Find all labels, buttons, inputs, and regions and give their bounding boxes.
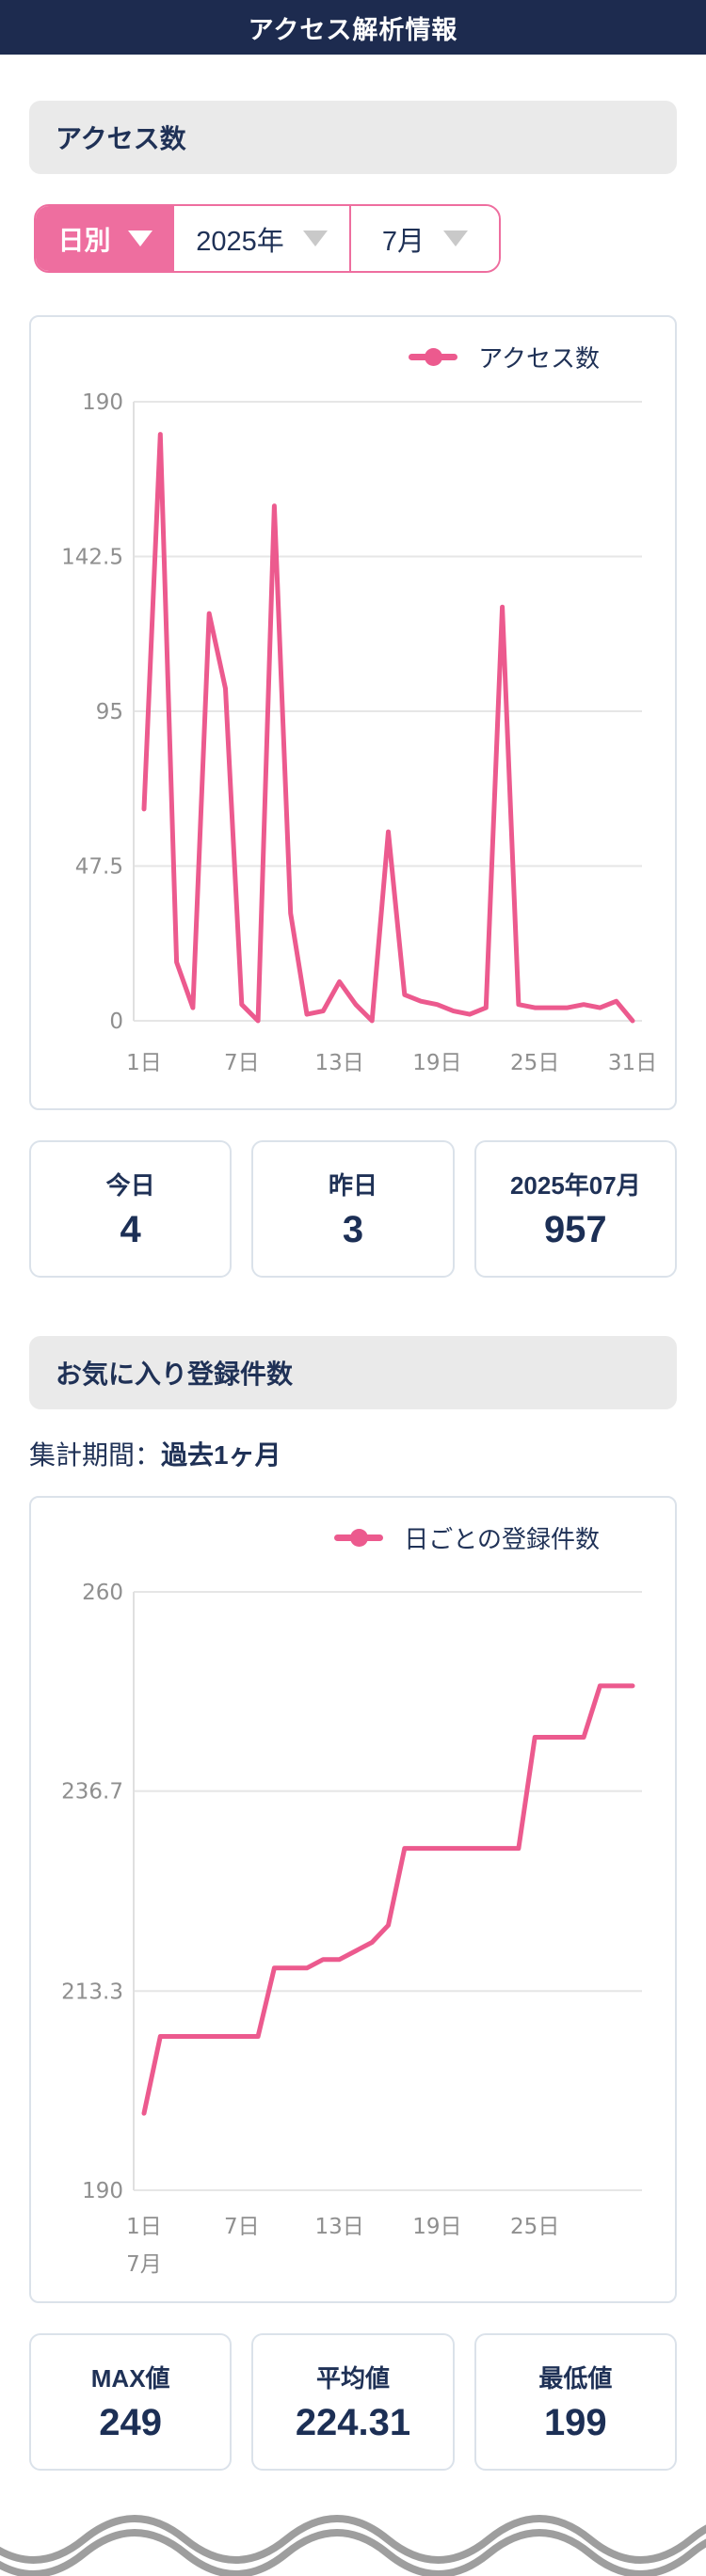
wave-line-bottom: [0, 2529, 706, 2576]
legend-label: アクセス数: [478, 344, 600, 373]
stat-label: MAX値: [90, 2364, 170, 2393]
wave-decoration: [0, 2515, 706, 2576]
svg-text:260: 260: [82, 1581, 123, 1605]
stat-card-max: MAX値 249: [29, 2333, 233, 2471]
svg-text:142.5: 142.5: [61, 546, 123, 570]
stat-value: 957: [543, 1209, 607, 1250]
stat-card-month-total: 2025年07月 957: [473, 1140, 677, 1278]
year-label: 2025年: [196, 226, 284, 257]
svg-text:25日: 25日: [510, 1051, 559, 1075]
svg-text:31日: 31日: [608, 1051, 657, 1075]
access-stats-row: 今日 4 昨日 3 2025年07月 957: [29, 1140, 677, 1278]
period-label: 集計期間：: [29, 1440, 162, 1470]
month-label: 7月: [381, 226, 425, 257]
stat-label: 2025年07月: [509, 1171, 641, 1200]
section-header-access: アクセス数: [29, 101, 677, 174]
legend-dot-icon: [349, 1529, 368, 1547]
year-select[interactable]: 2025年: [174, 206, 349, 271]
legend-label: 日ごとの登録件数: [404, 1525, 600, 1553]
chart-legend: 日ごとの登録件数: [334, 1520, 600, 1555]
stat-label: 最低値: [538, 2364, 613, 2393]
app-header: アクセス解析情報: [0, 0, 706, 55]
stat-label: 昨日: [328, 1171, 377, 1200]
stat-card-yesterday: 昨日 3: [251, 1140, 455, 1278]
svg-text:13日: 13日: [314, 1051, 363, 1075]
svg-text:190: 190: [82, 2179, 123, 2203]
svg-text:19日: 19日: [412, 2215, 461, 2239]
svg-text:236.7: 236.7: [61, 1780, 123, 1805]
chevron-down-icon: [443, 231, 469, 246]
section-header-favorites: お気に入り登録件数: [29, 1336, 677, 1409]
stat-card-min: 最低値 199: [473, 2333, 677, 2471]
favorites-chart-card: 日ごとの登録件数 260 236.7 213.3 190 1日 7日 13日 19日 25日 7月: [29, 1496, 677, 2303]
main-content: アクセス数 日別 2025年 7月 アクセス数 190 142.5 95 47.5 0 1…: [0, 101, 706, 2471]
stat-value: 199: [543, 2402, 607, 2443]
aggregation-period: 集計期間：過去1ヶ月: [29, 1442, 677, 1469]
favorites-section-title: お気に入り登録件数: [56, 1360, 294, 1389]
legend-line-icon: [334, 1529, 384, 1547]
svg-text:190: 190: [82, 390, 123, 415]
svg-text:7日: 7日: [224, 2215, 260, 2239]
svg-text:95: 95: [96, 700, 123, 724]
filter-bar: 日別 2025年 7月: [34, 204, 501, 273]
stat-card-today: 今日 4: [29, 1140, 233, 1278]
svg-text:0: 0: [109, 1010, 123, 1034]
chevron-down-icon: [127, 231, 152, 246]
legend-line-icon: [409, 348, 458, 366]
access-line-chart: 190 142.5 95 47.5 01日 7日 13日 19日 25日 31日: [61, 390, 657, 1075]
svg-text:1日: 1日: [126, 1051, 162, 1075]
svg-text:25日: 25日: [510, 2215, 559, 2239]
favorites-stats-row: MAX値 249 平均値 224.31 最低値 199: [29, 2333, 677, 2471]
chevron-down-icon: [302, 231, 328, 246]
granularity-select[interactable]: 日別: [36, 206, 174, 271]
stat-value: 3: [342, 1209, 364, 1250]
period-value: 過去1ヶ月: [161, 1440, 281, 1470]
stat-value: 249: [99, 2402, 163, 2443]
svg-text:1日: 1日: [126, 2215, 162, 2239]
svg-text:7月: 7月: [126, 2252, 162, 2277]
stat-value: 4: [120, 1209, 141, 1250]
legend-dot-icon: [424, 348, 442, 366]
access-section-title: アクセス数: [56, 124, 186, 153]
month-select[interactable]: 7月: [351, 206, 499, 271]
svg-text:13日: 13日: [314, 2215, 363, 2239]
svg-text:7日: 7日: [224, 1051, 260, 1075]
stat-card-average: 平均値 224.31: [251, 2333, 455, 2471]
svg-text:213.3: 213.3: [61, 1980, 123, 2004]
filter-divider: [349, 206, 351, 271]
svg-text:19日: 19日: [412, 1051, 461, 1075]
stat-label: 平均値: [315, 2364, 390, 2393]
access-chart-card: アクセス数 190 142.5 95 47.5 0 1日 7日 13日 19日 25日 31日: [29, 315, 677, 1110]
svg-text:47.5: 47.5: [75, 855, 123, 880]
granularity-label: 日別: [57, 225, 111, 255]
stat-label: 今日: [105, 1171, 155, 1200]
chart-legend: アクセス数: [409, 340, 600, 374]
stat-value: 224.31: [295, 2402, 411, 2443]
page-title: アクセス解析情報: [248, 15, 458, 44]
